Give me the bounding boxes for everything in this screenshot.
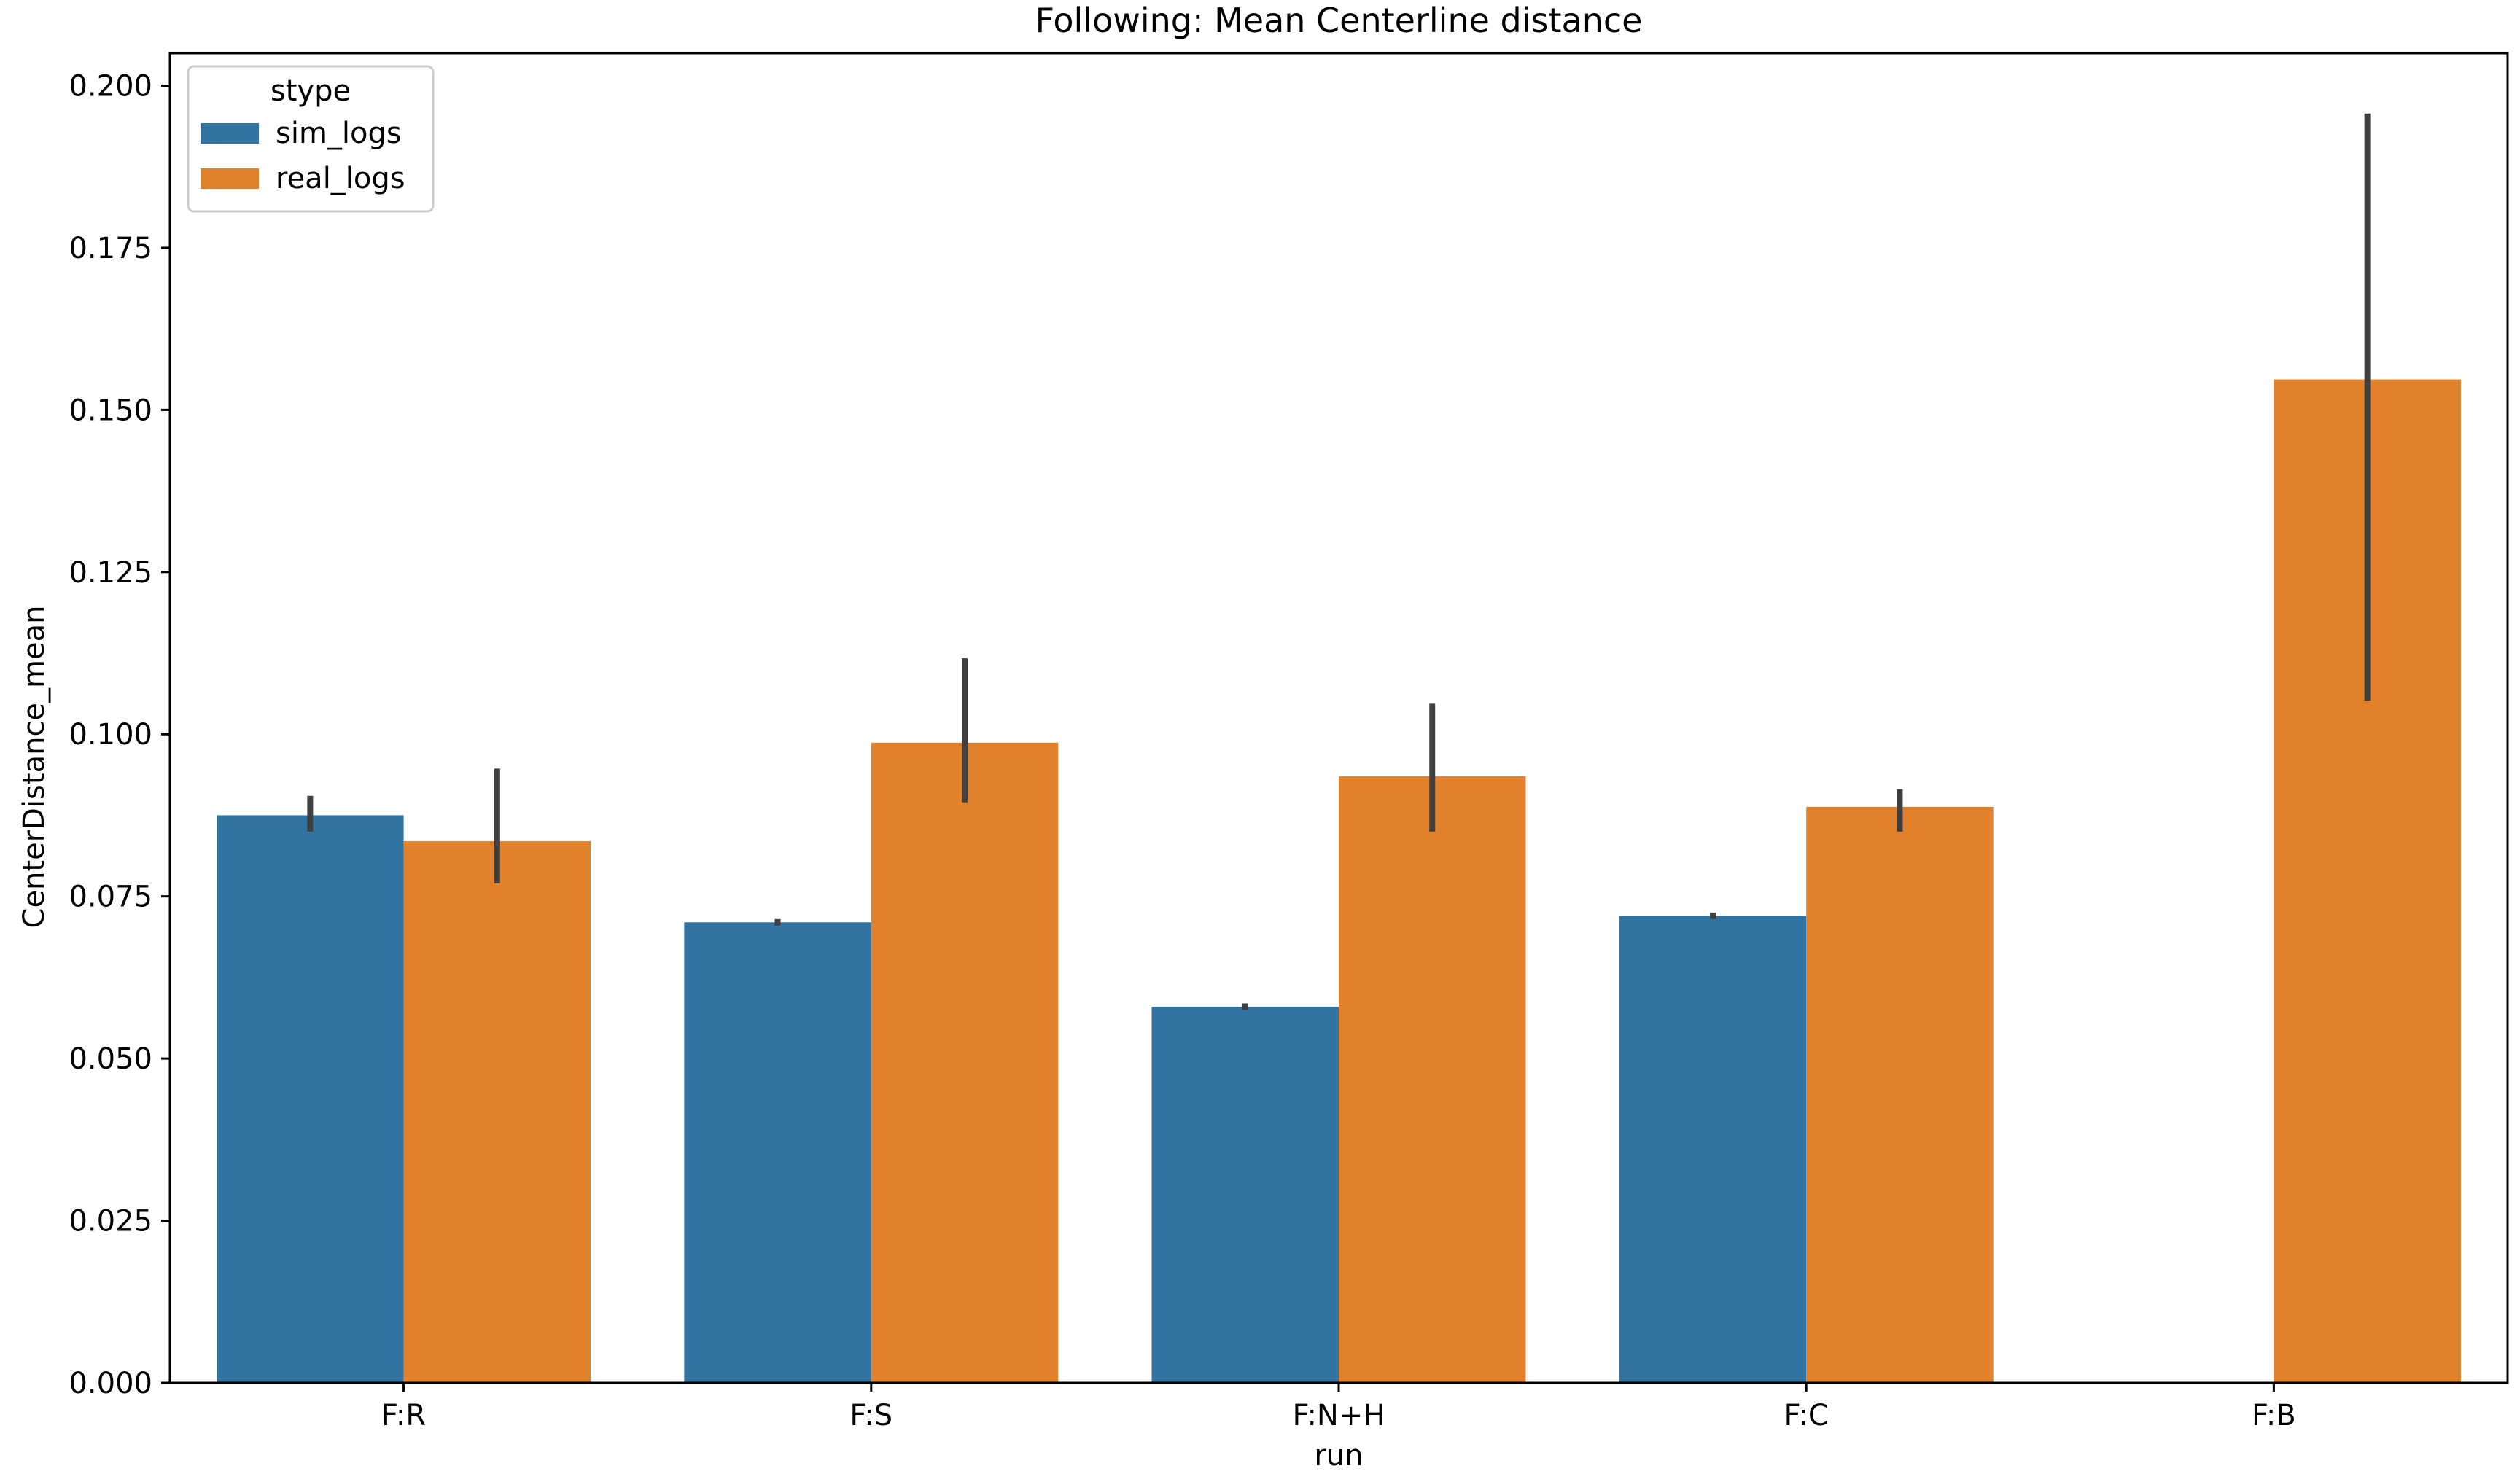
y-tick-label: 0.125 bbox=[69, 556, 152, 590]
legend-title: stype bbox=[271, 74, 351, 108]
axes: 0.000 0.025 0.050 0.075 0.100 0.125 0.150 0.175… bbox=[69, 52, 2509, 1432]
y-tick-label: 0.075 bbox=[69, 881, 152, 914]
x-axis-label: run bbox=[1314, 1439, 1363, 1471]
x-tick-label: F:C bbox=[1784, 1399, 1829, 1432]
chart-title: Following: Mean Centerline distance bbox=[1035, 1, 1643, 40]
bar-real_logs-f-r bbox=[403, 841, 591, 1383]
x-tick-label: F:B bbox=[2252, 1399, 2296, 1432]
y-axis-label: CenterDistance_mean bbox=[18, 606, 51, 929]
y-tick-label: 0.175 bbox=[69, 232, 152, 265]
y-tick-label: 0.200 bbox=[69, 69, 152, 103]
error-bars bbox=[307, 113, 2371, 1010]
bar-sim_logs-f-c bbox=[1619, 916, 1807, 1383]
bar-sim_logs-f-r bbox=[217, 815, 404, 1383]
legend-label-real_logs[interactable]: real_logs bbox=[276, 162, 405, 195]
x-tick-label: F:N+H bbox=[1293, 1399, 1385, 1432]
bar-real_logs-f-s bbox=[871, 742, 1059, 1383]
bars bbox=[217, 379, 2461, 1383]
bar-real_logs-f-n-h bbox=[1339, 776, 1526, 1383]
bar-real_logs-f-c bbox=[1806, 806, 1994, 1383]
legend-label-sim_logs[interactable]: sim_logs bbox=[276, 117, 402, 150]
bar-sim_logs-f-n-h bbox=[1151, 1006, 1339, 1383]
legend[interactable]: stype sim_logs real_logs bbox=[187, 65, 435, 213]
legend-swatch-real_logs bbox=[201, 168, 259, 189]
x-tick-label: F:S bbox=[849, 1399, 892, 1432]
y-tick-label: 0.050 bbox=[69, 1042, 152, 1076]
y-tick-label: 0.100 bbox=[69, 718, 152, 752]
y-tick-label: 0.150 bbox=[69, 394, 152, 427]
legend-swatch-sim_logs bbox=[201, 123, 259, 144]
bar-sim_logs-f-s bbox=[684, 922, 871, 1383]
y-tick-label: 0.000 bbox=[69, 1367, 152, 1400]
y-tick-label: 0.025 bbox=[69, 1205, 152, 1238]
x-tick-label: F:R bbox=[381, 1399, 426, 1432]
